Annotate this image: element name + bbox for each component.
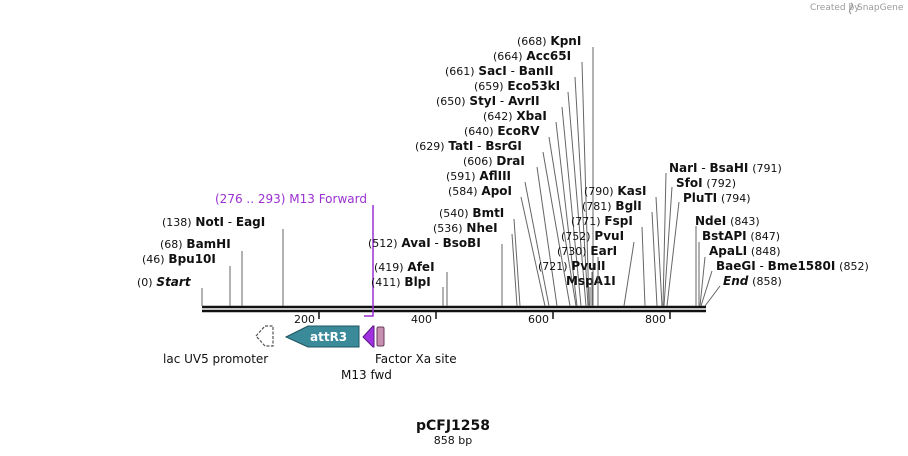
site-nhei[interactable]: (536) NheI (433, 221, 518, 307)
feature-attr3[interactable]: attR3 (284, 325, 360, 348)
svg-text:(752) PvuI: (752) PvuI (561, 229, 624, 243)
svg-text:(0) Start: (0) Start (137, 275, 192, 289)
site-apali[interactable]: ApaLI (848) (699, 244, 781, 307)
svg-text:(276 .. 293) M13 Forward: (276 .. 293) M13 Forward (215, 192, 367, 206)
ruler-tick-label: 400 (411, 313, 432, 326)
svg-text:(661) SacI - BanII: (661) SacI - BanII (445, 64, 553, 78)
primer-m13-forward[interactable]: (276 .. 293) M13 Forward (215, 192, 374, 317)
credit-brand: SnapGene (857, 3, 904, 13)
m13-fwd-label: M13 fwd (341, 368, 392, 382)
site-pluti[interactable]: PluTI (794) (666, 191, 751, 307)
svg-text:(721) PvuII: (721) PvuII (538, 259, 606, 273)
site-bgli[interactable]: (781) BglI (582, 199, 658, 307)
site-bamhi[interactable]: (68) BamHI (160, 237, 243, 306)
plasmid-length: 858 bp (434, 434, 472, 447)
site-end[interactable]: End (858) (704, 274, 782, 307)
svg-text:(591) AflIII: (591) AflIII (446, 169, 511, 183)
svg-text:(138) NotI - EagI: (138) NotI - EagI (162, 215, 265, 229)
site-tati-bsrgi[interactable]: (629) TatI - BsrGI (415, 139, 571, 307)
site-ecorv[interactable]: (640) EcoRV (464, 124, 577, 307)
svg-text:(411) BlpI: (411) BlpI (371, 275, 431, 289)
svg-text:(584) ApoI: (584) ApoI (448, 184, 512, 198)
site-fspi[interactable]: (771) FspI (571, 214, 646, 307)
factor-xa-label: Factor Xa site (375, 352, 457, 366)
svg-text:(629) TatI - BsrGI: (629) TatI - BsrGI (415, 139, 522, 153)
site-mspa1i[interactable]: MspA1I (566, 274, 616, 306)
svg-text:PluTI (794): PluTI (794) (683, 191, 751, 205)
site-blpi[interactable]: (411) BlpI (371, 275, 444, 306)
svg-text:End (858): End (858) (723, 274, 782, 288)
ruler: 200 400 600 800 (294, 311, 671, 326)
svg-text:NdeI (843): NdeI (843) (695, 214, 760, 228)
site-eco53ki[interactable]: (659) Eco53kI (474, 79, 587, 307)
svg-text:(664) Acc65I: (664) Acc65I (493, 49, 571, 63)
svg-text:(606) DraI: (606) DraI (463, 154, 525, 168)
site-apoi[interactable]: (584) ApoI (448, 184, 546, 307)
svg-text:(642) XbaI: (642) XbaI (483, 109, 547, 123)
svg-text:(419) AfeI: (419) AfeI (374, 260, 435, 274)
site-baegi-bme1580i[interactable]: BaeGI - Bme1580I (852) (700, 259, 869, 307)
site-pvui[interactable]: (752) PvuI (561, 229, 635, 307)
site-saci-banii[interactable]: (661) SacI - BanII (445, 64, 589, 307)
credit-text: Created by (810, 3, 860, 13)
site-bpu10i[interactable]: (46) Bpu10I (142, 252, 231, 306)
svg-text:MspA1I: MspA1I (566, 274, 616, 288)
svg-text:(68) BamHI: (68) BamHI (160, 237, 231, 251)
site-afei[interactable]: (419) AfeI (374, 260, 448, 306)
site-noti-eagi[interactable]: (138) NotI - EagI (162, 215, 284, 306)
snapgene-logo-icon (848, 2, 854, 15)
site-ndei[interactable]: NdeI (843) (695, 214, 760, 306)
plasmid-name: pCFJ1258 (416, 418, 490, 434)
site-acc65i[interactable]: (664) Acc65I (493, 49, 590, 307)
svg-text:(781) BglI: (781) BglI (582, 199, 642, 213)
svg-text:(668) KpnI: (668) KpnI (517, 34, 581, 48)
ruler-tick-label: 800 (645, 313, 666, 326)
feature-m13-fwd[interactable]: M13 fwd (341, 325, 392, 382)
svg-text:(640) EcoRV: (640) EcoRV (464, 124, 540, 138)
site-afliii[interactable]: (591) AflIII (446, 169, 550, 307)
site-bstapi[interactable]: BstAPI (847) (698, 229, 780, 306)
svg-text:(730) EarI: (730) EarI (557, 244, 617, 258)
svg-text:ApaLI (848): ApaLI (848) (709, 244, 781, 258)
svg-text:(512) AvaI - BsoBI: (512) AvaI - BsoBI (368, 236, 481, 250)
ruler-tick-label: 600 (528, 313, 549, 326)
site-eari[interactable]: (730) EarI (557, 244, 617, 306)
svg-text:(536) NheI: (536) NheI (433, 221, 498, 235)
lac-promoter-label: lac UV5 promoter (163, 352, 268, 366)
svg-text:(540) BmtI: (540) BmtI (439, 206, 504, 220)
site-bmti[interactable]: (540) BmtI (439, 206, 521, 307)
svg-text:SfoI (792): SfoI (792) (676, 176, 736, 190)
site-xbai[interactable]: (642) XbaI (483, 109, 578, 307)
svg-text:(771) FspI: (771) FspI (571, 214, 633, 228)
svg-text:BaeGI - Bme1580I (852): BaeGI - Bme1580I (852) (716, 259, 869, 273)
ruler-tick-label: 200 (294, 313, 315, 326)
site-drai[interactable]: (606) DraI (463, 154, 558, 307)
site-sfoi[interactable]: SfoI (792) (663, 176, 736, 307)
site-kasi[interactable]: (790) KasI (584, 184, 663, 307)
svg-text:(790) KasI: (790) KasI (584, 184, 646, 198)
svg-text:NarI - BsaHI (791): NarI - BsaHI (791) (669, 161, 782, 175)
site-pvuii[interactable]: (721) PvuII (538, 259, 606, 306)
svg-text:(650) StyI - AvrII: (650) StyI - AvrII (436, 94, 540, 108)
attr3-label: attR3 (310, 330, 347, 344)
feature-factor-xa-site[interactable]: Factor Xa site (375, 326, 457, 366)
site-kpni[interactable]: (668) KpnI (517, 34, 594, 306)
site-start[interactable]: (0) Start (137, 275, 203, 306)
site-nari-bsahi[interactable]: NarI - BsaHI (791) (662, 161, 782, 307)
svg-text:(46) Bpu10I: (46) Bpu10I (142, 252, 216, 266)
svg-text:(659) Eco53kI: (659) Eco53kI (474, 79, 560, 93)
site-styi-avrii[interactable]: (650) StyI - AvrII (436, 94, 582, 307)
svg-text:BstAPI (847): BstAPI (847) (702, 229, 780, 243)
feature-lac-uv5-promoter[interactable]: lac UV5 promoter (163, 325, 274, 366)
site-avai-bsobi[interactable]: (512) AvaI - BsoBI (368, 236, 503, 306)
